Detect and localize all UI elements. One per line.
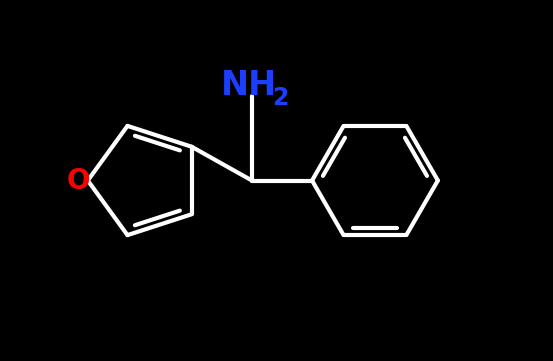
Text: O: O (66, 166, 90, 195)
Text: NH: NH (221, 69, 277, 103)
Text: 2: 2 (272, 86, 289, 110)
